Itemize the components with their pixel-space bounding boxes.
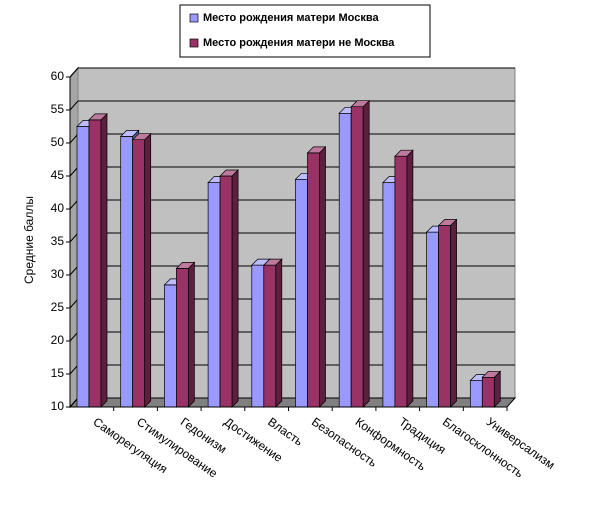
y-tick-label: 20	[51, 333, 65, 347]
bar-front	[251, 264, 265, 408]
bar-side	[319, 146, 326, 408]
x-tick-label: Благосклонность	[440, 415, 526, 481]
bar-side	[231, 169, 239, 408]
legend: Место рождения матери Москва Место рожден…	[179, 4, 431, 58]
bar-front	[207, 182, 221, 408]
bar-side	[188, 261, 195, 408]
bar-front	[176, 268, 189, 408]
bar-top	[131, 133, 152, 141]
y-tick-label: 40	[51, 201, 65, 215]
bar-side	[450, 218, 457, 408]
bar-top	[306, 146, 327, 154]
y-tick-label: 35	[51, 234, 65, 248]
bar	[175, 261, 196, 408]
y-tick-label: 55	[51, 102, 65, 116]
legend-box	[179, 4, 431, 58]
bar	[481, 370, 502, 408]
bar-front	[76, 126, 90, 408]
bar	[131, 132, 152, 408]
bar-front	[350, 106, 364, 408]
bar-top	[481, 370, 502, 378]
y-tick-label: 10	[51, 399, 65, 413]
bar-front	[88, 119, 102, 408]
bar	[262, 258, 283, 408]
bar	[350, 99, 371, 408]
y-tick-label: 45	[51, 168, 65, 182]
bar-side	[144, 132, 152, 408]
bar-front	[295, 178, 308, 408]
bar-front	[307, 152, 320, 408]
bar-top	[262, 258, 283, 266]
bar	[219, 169, 239, 408]
y-tick-label: 15	[51, 366, 65, 380]
legend-swatch	[189, 38, 199, 48]
bar-side	[406, 149, 414, 408]
bar-front	[394, 155, 408, 408]
x-tick-label: Саморегуляция	[90, 415, 170, 477]
bar	[437, 218, 458, 408]
y-tick-label: 50	[51, 135, 65, 149]
bar-top	[437, 219, 458, 226]
bar-front	[469, 380, 483, 408]
bar-top	[119, 130, 140, 137]
bar-front	[438, 225, 451, 408]
bar-top	[88, 113, 108, 121]
bar-top	[175, 262, 196, 269]
bar	[394, 149, 414, 408]
bar-side	[275, 258, 283, 408]
bar-front	[164, 284, 177, 408]
bar-front	[382, 182, 396, 408]
bar-front	[219, 175, 233, 408]
bar-front	[120, 136, 134, 408]
bar-side	[362, 99, 370, 408]
bar-top	[219, 169, 239, 177]
bar-front	[481, 376, 495, 408]
legend-label: Место рождения матери Москва	[203, 12, 379, 24]
y-tick-label: 30	[51, 267, 65, 281]
bar-front	[426, 231, 439, 408]
bar-front	[338, 112, 352, 408]
y-tick-label: 60	[51, 69, 65, 83]
bar-top	[394, 149, 414, 157]
legend-swatch	[189, 13, 199, 23]
grid-line	[69, 100, 79, 111]
bar	[88, 113, 108, 408]
grid-line	[69, 67, 79, 78]
legend-label: Место рождения матери не Москва	[203, 37, 395, 49]
bar-front	[132, 139, 146, 408]
bar-front	[263, 264, 277, 408]
bar-side	[100, 113, 108, 408]
y-tick-label: 25	[51, 300, 65, 314]
bar-top	[350, 100, 371, 108]
y-axis-label: Средние баллы	[22, 196, 36, 284]
bar	[306, 146, 327, 408]
